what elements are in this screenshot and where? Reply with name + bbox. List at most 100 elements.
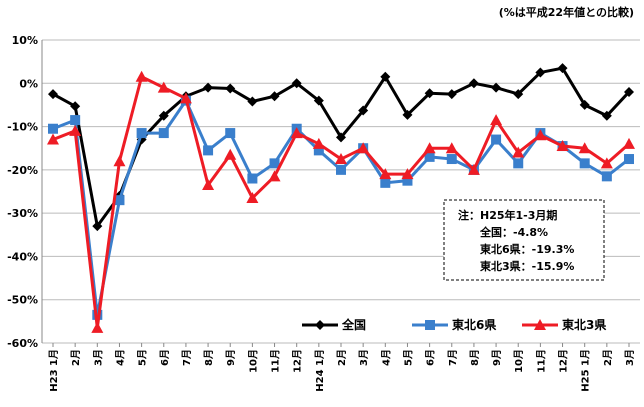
- point: [623, 137, 635, 149]
- point: [179, 92, 192, 104]
- x-tick-label: 11月: [535, 349, 547, 373]
- point: [578, 142, 591, 154]
- y-tick-label: -20%: [7, 164, 38, 177]
- annotation-text: 東北6県：-19.3%: [480, 242, 574, 256]
- x-tick-label: 9月: [491, 349, 503, 366]
- point: [313, 95, 324, 106]
- x-tick-label: 6月: [425, 349, 437, 366]
- x-tick-label: H23 1月: [48, 349, 60, 392]
- x-tick-label: 12月: [292, 349, 304, 373]
- x-tick-label: 11月: [270, 349, 282, 373]
- point: [157, 81, 170, 93]
- y-tick-label: -50%: [7, 294, 38, 307]
- point: [136, 128, 147, 139]
- point: [135, 70, 148, 82]
- point: [315, 320, 325, 330]
- x-tick-label: 5月: [402, 349, 414, 366]
- x-tick-label: 3月: [624, 349, 636, 366]
- point: [401, 168, 414, 180]
- point: [601, 110, 612, 121]
- x-tick-label: 10月: [513, 349, 525, 373]
- point: [291, 78, 302, 89]
- x-tick-label: 12月: [558, 349, 570, 373]
- annotation-text: 東北3県：-15.9%: [480, 259, 574, 273]
- annotation-box: [443, 199, 605, 281]
- x-tick-label: 2月: [336, 349, 348, 366]
- point: [534, 129, 547, 141]
- point: [402, 109, 413, 120]
- point: [47, 133, 59, 145]
- x-tick-label: H25 1月: [580, 349, 592, 392]
- legend-label: 東北3県: [562, 317, 606, 332]
- point: [158, 128, 169, 139]
- point: [491, 82, 502, 93]
- point: [425, 320, 435, 330]
- x-tick-label: 8月: [203, 349, 215, 366]
- point: [48, 89, 58, 100]
- point: [336, 164, 346, 175]
- x-tick-label: 2月: [602, 349, 614, 366]
- y-tick-label: 10%: [12, 34, 38, 47]
- point: [513, 89, 524, 100]
- point: [48, 123, 58, 134]
- x-tick-label: 7月: [447, 349, 459, 366]
- point: [468, 78, 479, 89]
- point: [269, 91, 280, 102]
- point: [513, 158, 524, 169]
- point: [446, 89, 457, 100]
- point: [247, 96, 258, 107]
- point: [70, 115, 81, 126]
- chart-subtitle: (%は平成22年値との比較): [499, 5, 634, 19]
- point: [579, 158, 590, 169]
- point: [424, 151, 435, 162]
- y-tick-label: -40%: [7, 250, 38, 263]
- point: [69, 124, 82, 136]
- point: [313, 145, 324, 156]
- point: [246, 191, 259, 203]
- legend-label: 東北6県: [452, 317, 496, 332]
- point: [579, 99, 590, 110]
- point: [70, 101, 81, 112]
- point: [290, 127, 303, 139]
- point: [445, 142, 458, 154]
- x-tick-label: 10月: [247, 349, 259, 373]
- x-tick-label: 6月: [159, 349, 171, 366]
- point: [557, 63, 568, 74]
- point: [335, 153, 347, 165]
- point: [446, 154, 457, 165]
- point: [268, 170, 281, 182]
- x-tick-label: 5月: [137, 349, 149, 366]
- x-tick-label: 2月: [70, 349, 82, 366]
- x-tick-label: 8月: [469, 349, 481, 366]
- point: [203, 82, 214, 93]
- point: [424, 88, 435, 99]
- point: [224, 148, 237, 160]
- point: [91, 321, 104, 333]
- point: [113, 155, 126, 167]
- annotation-text: 全国：-4.8%: [479, 225, 548, 239]
- point: [402, 175, 413, 186]
- point: [203, 145, 214, 156]
- y-tick-label: -30%: [7, 207, 38, 220]
- point: [202, 179, 215, 191]
- point: [158, 110, 169, 121]
- point: [512, 146, 525, 158]
- point: [357, 142, 370, 154]
- point: [556, 140, 569, 152]
- x-tick-label: 3月: [92, 349, 104, 366]
- point: [600, 157, 613, 169]
- point: [534, 319, 546, 330]
- x-tick-label: 9月: [225, 349, 237, 366]
- annotation-text: 注：H25年1-3月期: [458, 208, 557, 222]
- point: [491, 134, 502, 145]
- x-tick-label: 4月: [380, 349, 392, 366]
- point: [601, 171, 612, 182]
- point: [312, 137, 325, 149]
- point: [225, 128, 236, 139]
- point: [379, 168, 392, 180]
- point: [490, 114, 503, 126]
- point: [467, 163, 480, 175]
- point: [624, 86, 634, 97]
- x-tick-label: 3月: [358, 349, 370, 366]
